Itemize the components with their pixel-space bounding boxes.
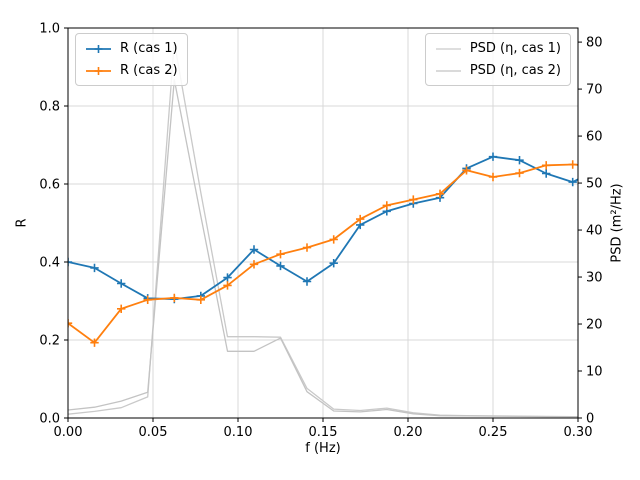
y-tick-label-left: 1.0 — [39, 22, 60, 37]
x-tick-label: 0.10 — [224, 425, 253, 440]
series-line-4 — [68, 79, 578, 418]
x-tick-label: 0.30 — [564, 425, 593, 440]
legend-item: R (cas 2) — [85, 62, 178, 79]
y-tick-label-left: 0.6 — [39, 178, 60, 193]
legend-line-sample — [435, 47, 461, 50]
series-group — [68, 41, 578, 418]
legend-line-sample — [86, 66, 111, 75]
x-tick-label: 0.25 — [479, 425, 508, 440]
series-markers-2 — [68, 160, 577, 347]
y-tick-label-right: 60 — [586, 130, 603, 145]
y-tick-label-right: 70 — [586, 83, 603, 98]
y-axis-label-right: PSD (m²/Hz) — [609, 183, 625, 263]
x-tick-label: 0.05 — [139, 425, 168, 440]
legend-r-cases: R (cas 1) R (cas 2) — [75, 33, 188, 86]
y-tick-label-right: 40 — [586, 224, 603, 239]
y-tick-label-right: 50 — [586, 177, 603, 192]
legend-item-label: R (cas 1) — [120, 41, 178, 56]
y-axis-label-left: R — [14, 218, 30, 228]
legend-line-sample — [435, 69, 461, 72]
legend-psd-cases: PSD (η, cas 1) PSD (η, cas 2) — [424, 33, 571, 86]
legend-item: PSD (η, cas 2) — [435, 62, 561, 79]
y-tick-label-left: 0.0 — [39, 412, 60, 427]
y-tick-label-right: 20 — [586, 318, 603, 333]
y-tick-label-left: 0.4 — [39, 256, 60, 271]
x-tick-label: 0.15 — [309, 425, 338, 440]
y-tick-label-right: 30 — [586, 271, 603, 286]
y-tick-label-left: 0.8 — [39, 100, 60, 115]
legend-item-label: R (cas 2) — [120, 63, 178, 78]
y-tick-label-right: 80 — [586, 36, 603, 51]
y-tick-label-left: 0.2 — [39, 334, 60, 349]
y-tick-label-right: 10 — [586, 365, 603, 380]
legend-line-sample — [86, 44, 111, 53]
y-tick-label-right: 0 — [586, 412, 594, 427]
x-axis-label: f (Hz) — [305, 441, 341, 456]
x-tick-label: 0.00 — [54, 425, 83, 440]
x-tick-label: 0.20 — [394, 425, 423, 440]
legend-item: PSD (η, cas 1) — [435, 40, 561, 57]
legend-item-label: PSD (η, cas 1) — [469, 41, 561, 56]
legend-item-label: PSD (η, cas 2) — [469, 63, 561, 78]
legend-item: R (cas 1) — [85, 40, 178, 57]
